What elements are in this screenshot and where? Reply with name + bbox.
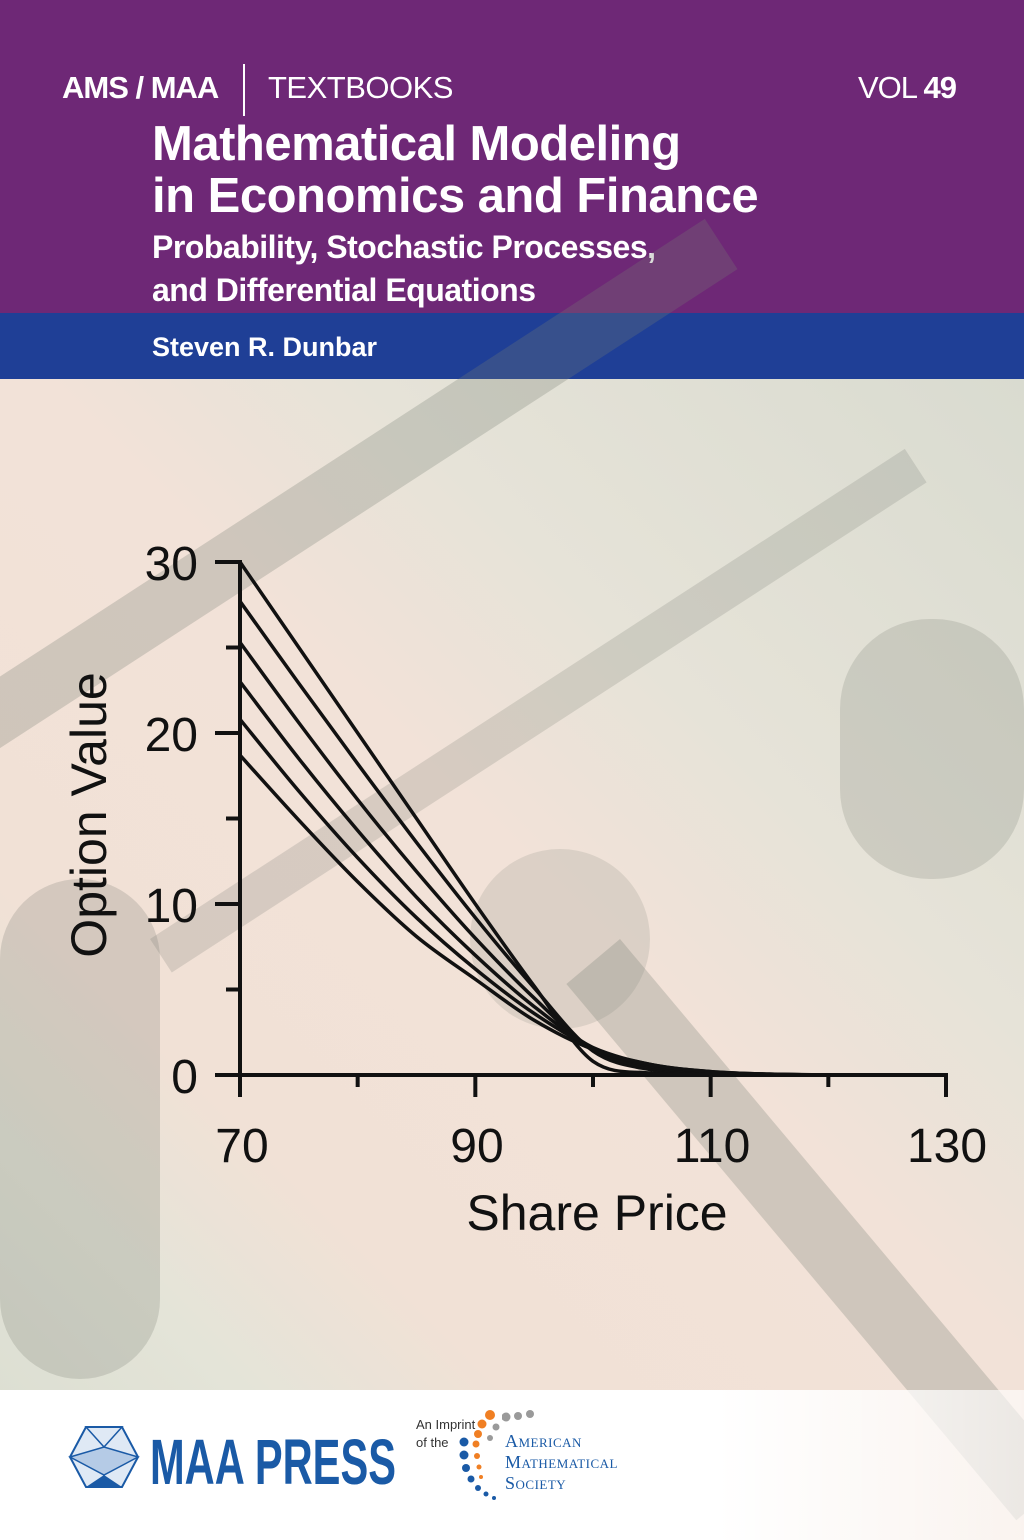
publisher-footer <box>0 1390 1024 1540</box>
y-tick-label-10: 10 <box>145 880 198 933</box>
volume-label: VOL <box>858 70 917 105</box>
option-curve-6 <box>238 754 946 1077</box>
maa-icosahedron-logo-icon <box>68 1426 140 1488</box>
banknote-numeral <box>840 619 1024 879</box>
x-tick-label-70: 70 <box>215 1120 268 1173</box>
ams-line-3: Society <box>505 1473 567 1493</box>
maa-press-wordmark: MAA PRESS <box>150 1426 396 1494</box>
book-title: Mathematical Modeling in Economics and F… <box>152 117 759 223</box>
volume-value: 49 <box>923 70 957 105</box>
title-line-1: Mathematical Modeling <box>152 117 681 171</box>
imprint-line-1: An Imprint <box>416 1417 476 1432</box>
subtitle-line-2: and Differential Equations <box>152 272 536 308</box>
ams-line-1: American <box>505 1431 582 1451</box>
x-tick-label-90: 90 <box>450 1120 503 1173</box>
axes <box>215 560 948 1097</box>
banknote-ornament <box>0 879 160 1379</box>
option-curve-2 <box>238 600 946 1077</box>
y-tick-label-20: 20 <box>145 709 198 762</box>
imprint-note: An Imprint of the <box>416 1416 475 1452</box>
maa-press-wordmark-box: MAA PRESS <box>150 1426 396 1494</box>
series-name: AMS / MAA <box>62 70 219 105</box>
book-subtitle: Probability, Stochastic Processes, and D… <box>152 226 656 312</box>
curves <box>238 561 946 1077</box>
author-name: Steven R. Dunbar <box>152 332 378 362</box>
option-curve-3 <box>238 641 946 1077</box>
y-axis-title: Option Value <box>61 672 117 957</box>
imprint-line-2: of the <box>416 1435 449 1450</box>
ams-wordmark: American Mathematical Society <box>505 1431 618 1494</box>
y-tick-label-30: 30 <box>145 538 198 591</box>
x-axis-title: Share Price <box>466 1185 727 1241</box>
subtitle-line-1: Probability, Stochastic Processes, <box>152 229 656 265</box>
series-type: TEXTBOOKS <box>268 70 453 105</box>
y-tick-label-0: 0 <box>171 1051 198 1104</box>
author-band <box>0 313 1024 379</box>
ams-line-2: Mathematical <box>505 1452 618 1472</box>
x-tick-label-110: 110 <box>674 1120 751 1173</box>
ams-dot-arc-logo-icon <box>459 1410 500 1500</box>
ams-dot-arc-top-icon <box>502 1410 534 1422</box>
cover-header: AMS / MAA TEXTBOOKS VOL 49 Mathematical … <box>0 0 1024 313</box>
title-line-2: in Economics and Finance <box>152 169 759 223</box>
volume-number: VOL 49 <box>858 70 957 106</box>
option-curve-4 <box>238 680 946 1077</box>
x-tick-label-130: 130 <box>907 1120 987 1173</box>
option-curve-5 <box>238 718 946 1077</box>
series-divider <box>243 64 245 116</box>
